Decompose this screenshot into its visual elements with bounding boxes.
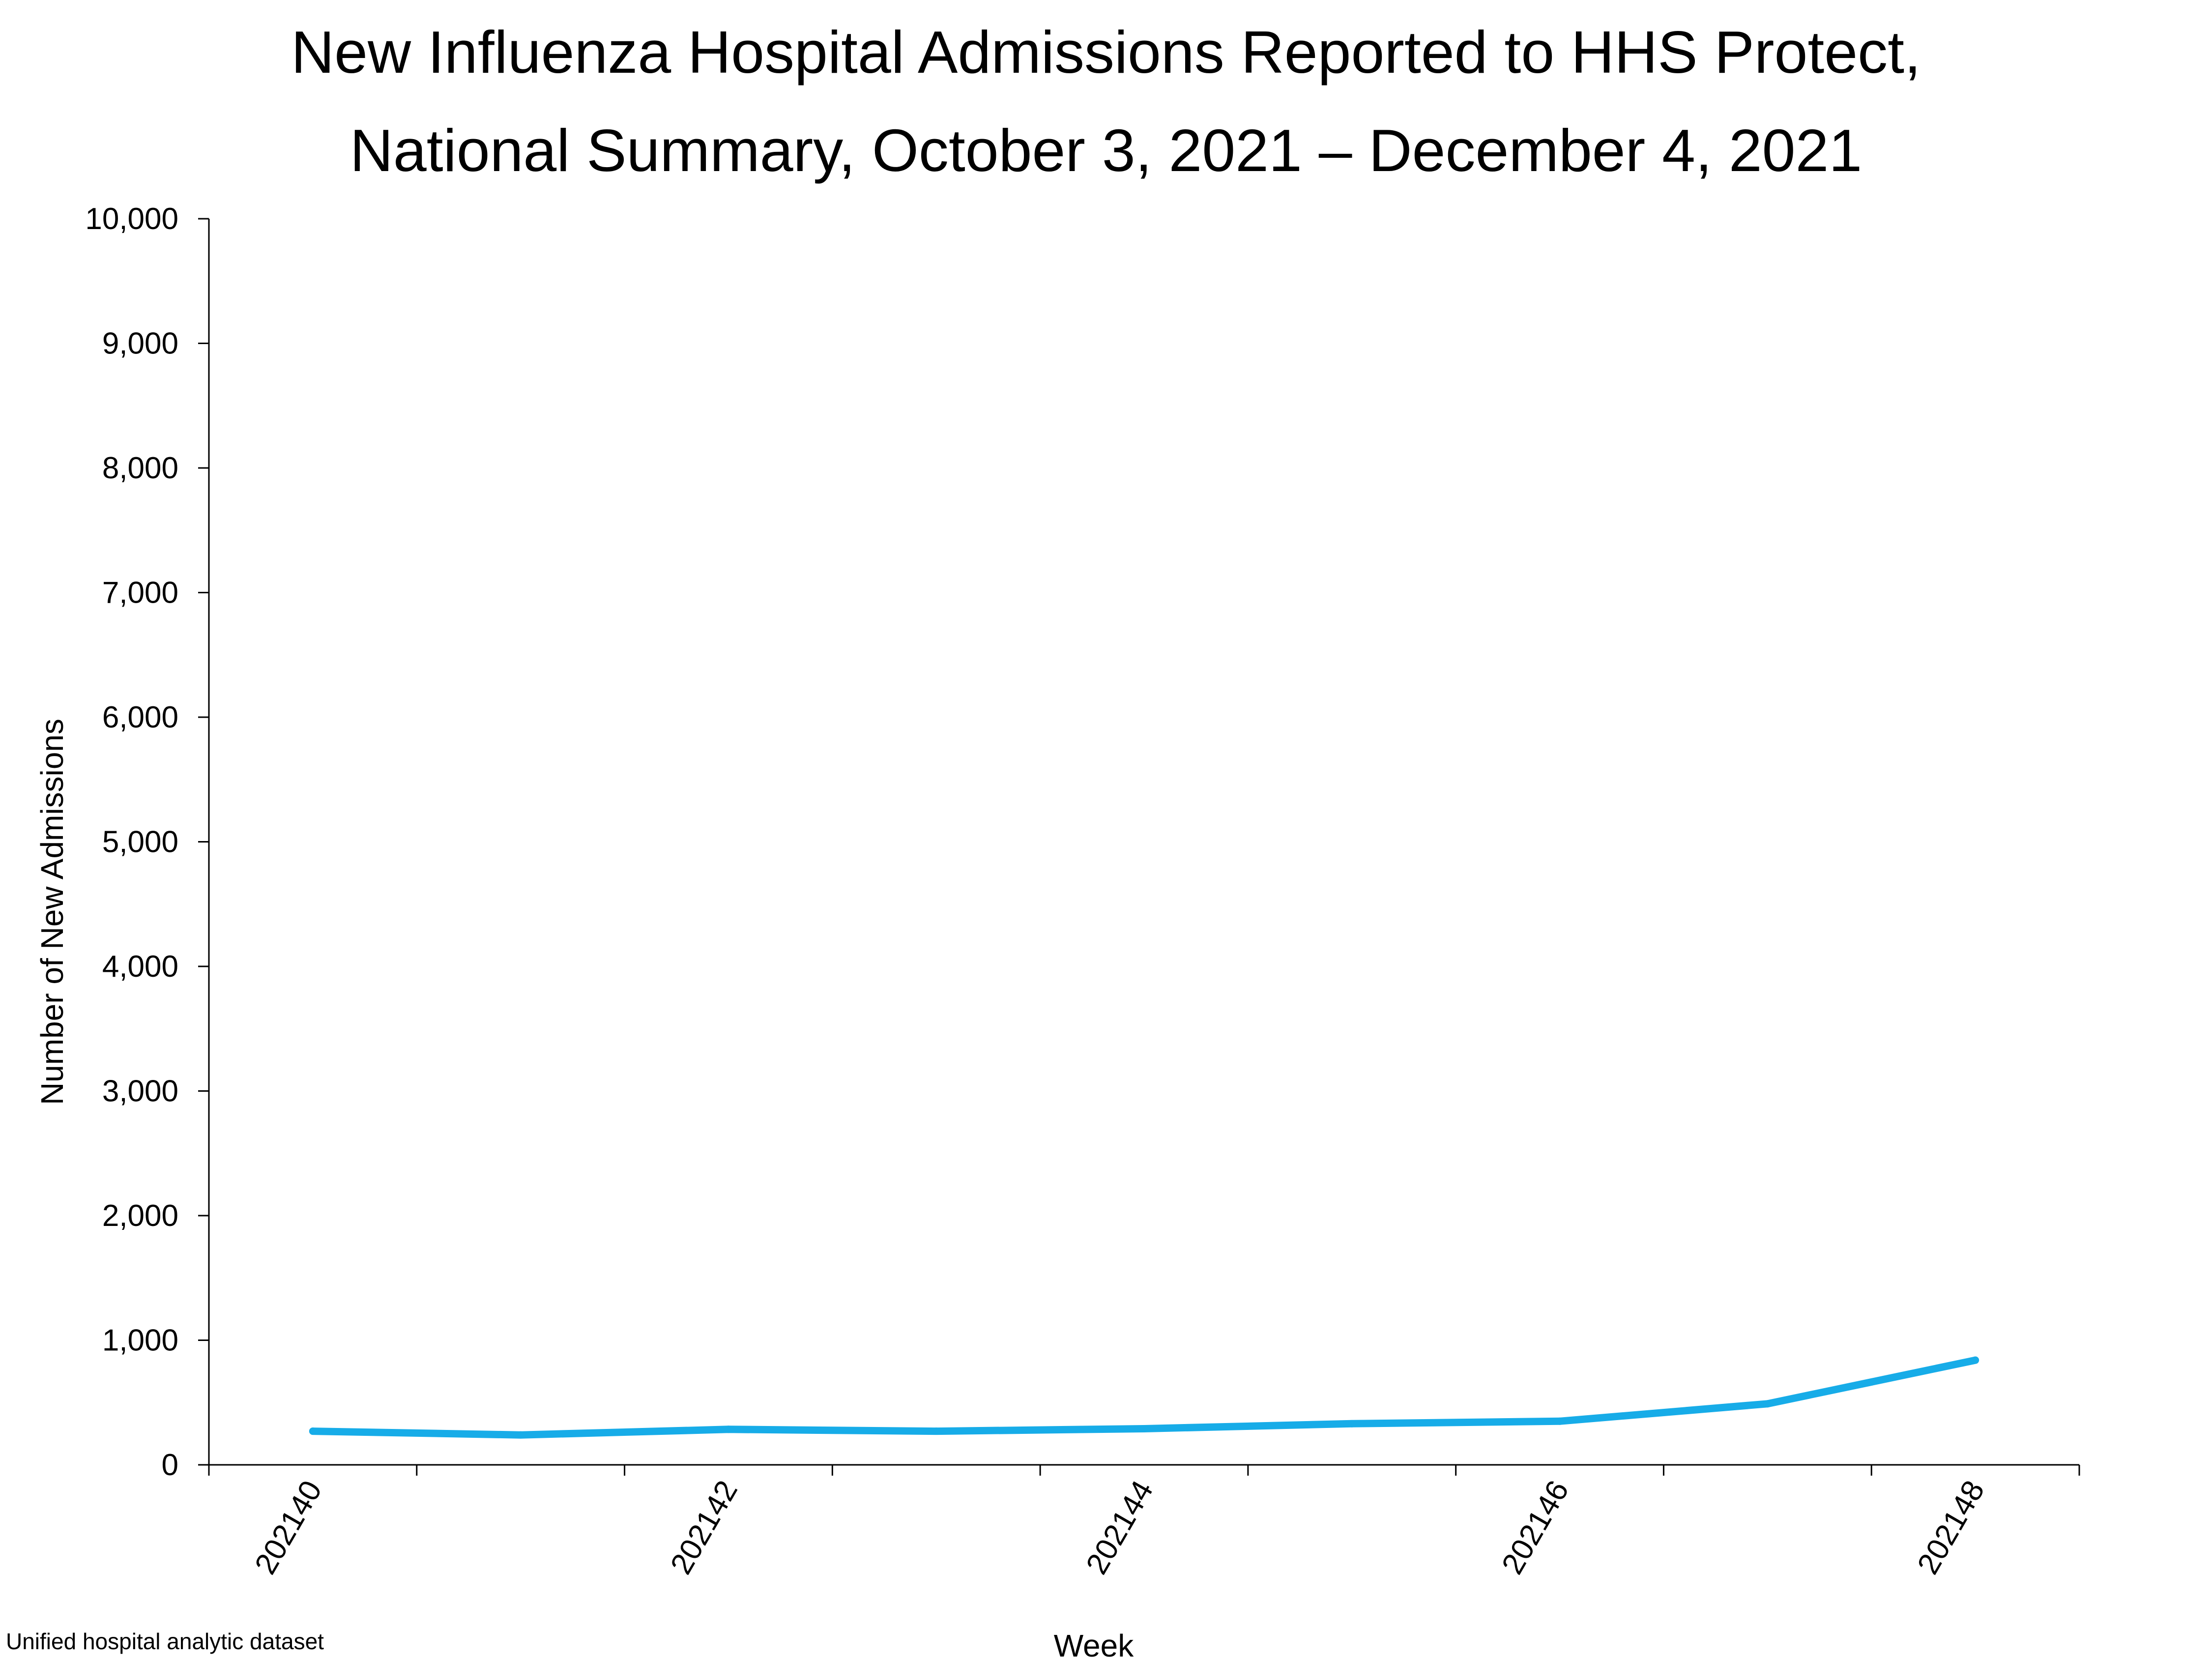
y-tick-label: 3,000 xyxy=(102,1075,178,1108)
source-note: Unified hospital analytic dataset xyxy=(6,1629,324,1654)
data-point xyxy=(932,1427,940,1435)
y-tick-label: 4,000 xyxy=(102,950,178,984)
y-tick-label: 1,000 xyxy=(102,1324,178,1358)
x-axis-title: Week xyxy=(1054,1628,1134,1659)
data-point xyxy=(1556,1417,1564,1425)
data-point xyxy=(1764,1400,1772,1408)
data-point xyxy=(517,1431,524,1439)
y-tick-label: 5,000 xyxy=(102,825,178,859)
y-tick-label: 6,000 xyxy=(102,700,178,734)
data-point xyxy=(309,1427,317,1435)
y-axis: 0 1,000 2,000 3,000 4,000 5,000 6,000 7,000 8,00… xyxy=(85,202,210,1482)
y-axis-title: Number of New Admissions xyxy=(34,719,70,1105)
chart-title-line-1: New Influenza Hospital Admissions Report… xyxy=(291,19,1921,86)
y-tick-label: 10,000 xyxy=(85,202,178,236)
data-point xyxy=(1972,1356,1979,1364)
data-point xyxy=(1140,1425,1148,1432)
x-tick-label: 202140 xyxy=(248,1475,328,1580)
x-tick-label: 202148 xyxy=(1911,1475,1991,1580)
chart-title-line-2: National Summary, October 3, 2021 – Dece… xyxy=(349,117,1863,184)
data-point xyxy=(725,1426,732,1433)
x-tick-label: 202146 xyxy=(1495,1475,1575,1580)
series-line xyxy=(309,1356,1979,1439)
y-tick-label: 7,000 xyxy=(102,576,178,610)
x-axis: 202140 202142 202144 202146 202148 xyxy=(208,1464,2080,1580)
data-point xyxy=(1348,1420,1356,1427)
y-tick-label: 2,000 xyxy=(102,1199,178,1233)
series-group xyxy=(309,1356,1979,1439)
y-tick-label: 8,000 xyxy=(102,451,178,485)
y-tick-label: 9,000 xyxy=(102,327,178,361)
x-tick-label: 202142 xyxy=(664,1475,744,1580)
x-tick-label: 202144 xyxy=(1079,1475,1160,1580)
y-tick-label: 0 xyxy=(162,1448,178,1482)
